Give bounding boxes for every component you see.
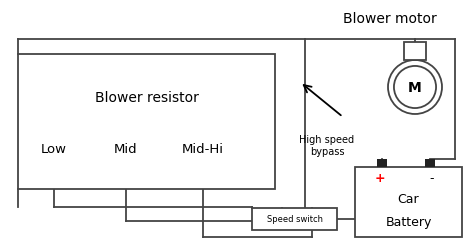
- Bar: [253, 208, 337, 230]
- Bar: [18, 55, 275, 189]
- Text: -: -: [429, 171, 434, 184]
- Circle shape: [388, 61, 442, 114]
- Text: Mid-Hi: Mid-Hi: [182, 142, 224, 156]
- Text: High speed
bypass: High speed bypass: [300, 134, 355, 156]
- Text: Blower motor: Blower motor: [343, 12, 437, 26]
- Text: +: +: [374, 171, 385, 184]
- Text: M: M: [408, 81, 422, 94]
- Text: Car: Car: [398, 192, 419, 205]
- Bar: [377, 159, 387, 167]
- Bar: [425, 159, 435, 167]
- Text: Low: Low: [41, 142, 67, 156]
- Text: Blower resistor: Blower resistor: [94, 91, 199, 105]
- Text: Battery: Battery: [385, 215, 432, 228]
- Text: Speed switch: Speed switch: [267, 215, 323, 224]
- Text: Mid: Mid: [114, 142, 138, 156]
- Circle shape: [394, 67, 436, 109]
- Bar: [404, 43, 426, 61]
- Bar: [355, 167, 462, 237]
